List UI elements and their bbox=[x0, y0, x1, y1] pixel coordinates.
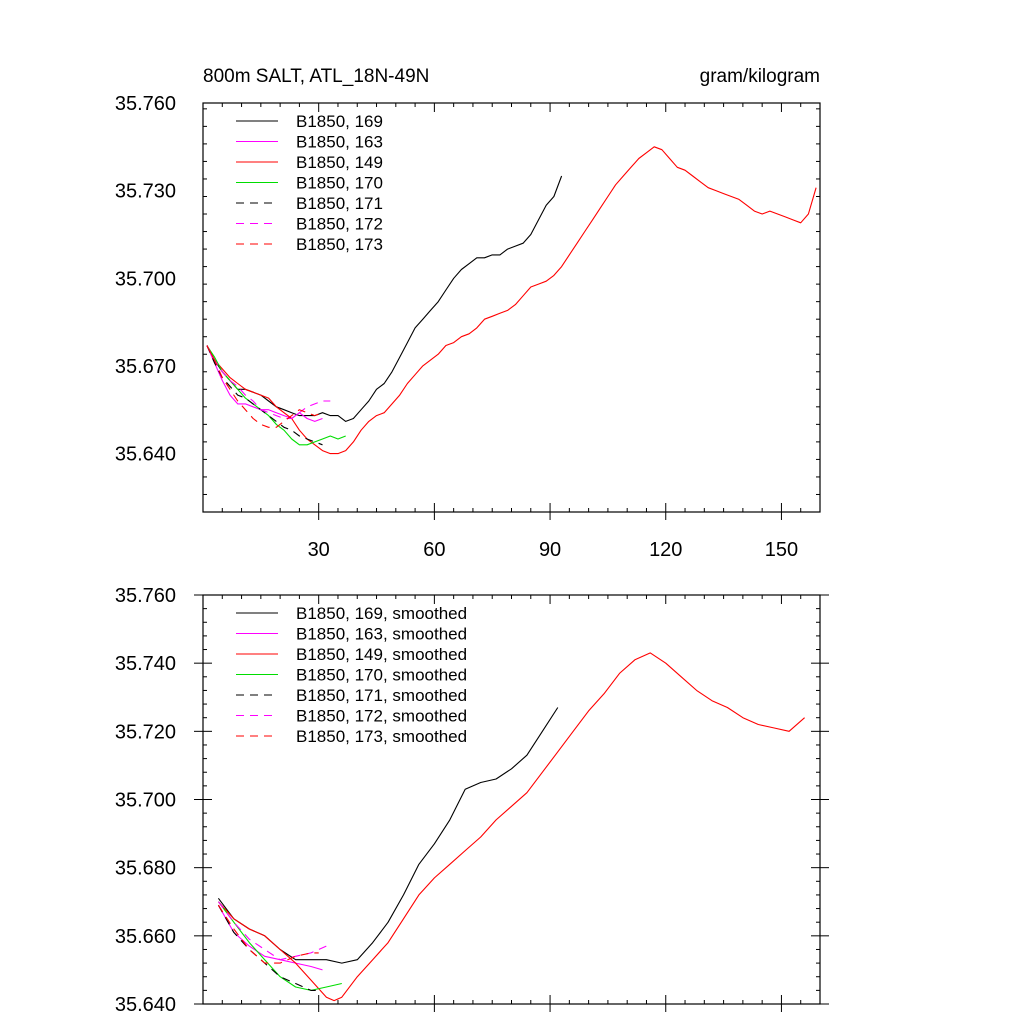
legend-label: B1850, 171 bbox=[296, 194, 383, 213]
legend-label: B1850, 170, smoothed bbox=[296, 666, 467, 685]
series-line bbox=[217, 904, 319, 964]
legend-label: B1850, 172, smoothed bbox=[296, 707, 467, 726]
x-tick-label: 30 bbox=[308, 539, 330, 561]
legend-label: B1850, 169, smoothed bbox=[296, 604, 467, 623]
series-lines bbox=[217, 652, 805, 1002]
series-line bbox=[217, 652, 805, 1002]
units-label: gram/kilogram bbox=[700, 66, 820, 87]
legend-label: B1850, 149 bbox=[296, 153, 383, 172]
legend-label: B1850, 173 bbox=[296, 235, 383, 254]
y-tick-label: 35.760 bbox=[115, 93, 176, 115]
y-axis-labels: 35.640 35.670 35.700 35.730 35.760 bbox=[115, 93, 176, 466]
series-line bbox=[217, 901, 342, 991]
y-tick-label: 35.670 bbox=[115, 356, 176, 378]
series-line bbox=[206, 345, 331, 420]
y-tick-label: 35.640 bbox=[115, 444, 176, 466]
y-tick-label: 35.730 bbox=[115, 181, 176, 203]
x-tick-label: 120 bbox=[649, 539, 682, 561]
series-line bbox=[206, 345, 323, 422]
legend-label: B1850, 149, smoothed bbox=[296, 645, 467, 664]
y-tick-label: 35.660 bbox=[115, 926, 176, 948]
y-tick-label: 35.720 bbox=[115, 721, 176, 743]
legend-label: B1850, 173, smoothed bbox=[296, 727, 467, 746]
y-axis-labels: 35.640 35.660 35.680 35.700 35.720 35.740 35.7… bbox=[115, 585, 176, 1016]
legend-label: B1850, 169 bbox=[296, 112, 383, 131]
x-tick-label: 90 bbox=[539, 539, 561, 561]
series-line bbox=[206, 175, 563, 422]
series-line bbox=[206, 345, 323, 428]
series-line bbox=[206, 345, 346, 446]
axis-ticks bbox=[203, 103, 820, 520]
legend: B1850, 169, smoothed B1850, 163, smoothed… bbox=[236, 604, 467, 746]
bottom-panel: 35.640 35.660 35.680 35.700 35.720 35.740 35.7… bbox=[115, 585, 829, 1016]
axis-ticks bbox=[194, 594, 829, 1012]
legend-label: B1850, 163 bbox=[296, 133, 383, 152]
y-tick-label: 35.740 bbox=[115, 653, 176, 675]
chart-title: 800m SALT, ATL_18N-49N bbox=[203, 66, 429, 87]
x-tick-label: 150 bbox=[765, 539, 798, 561]
y-tick-label: 35.680 bbox=[115, 858, 176, 880]
legend-label: B1850, 171, smoothed bbox=[296, 686, 467, 705]
y-tick-label: 35.760 bbox=[115, 585, 176, 607]
y-tick-label: 35.700 bbox=[115, 268, 176, 290]
y-tick-label: 35.700 bbox=[115, 790, 176, 812]
series-line bbox=[206, 146, 817, 455]
series-lines bbox=[206, 146, 817, 455]
x-tick-label: 60 bbox=[423, 539, 445, 561]
legend-label: B1850, 163, smoothed bbox=[296, 625, 467, 644]
series-line bbox=[206, 345, 323, 446]
legend-label: B1850, 172 bbox=[296, 215, 383, 234]
top-panel: 800m SALT, ATL_18N-49N gram/kilogram 35.… bbox=[115, 66, 821, 561]
x-axis-labels: 30 60 90 120 150 bbox=[308, 539, 799, 561]
series-line bbox=[217, 901, 327, 961]
y-tick-label: 35.640 bbox=[115, 994, 176, 1016]
legend-label: B1850, 170 bbox=[296, 174, 383, 193]
series-line bbox=[217, 904, 319, 991]
